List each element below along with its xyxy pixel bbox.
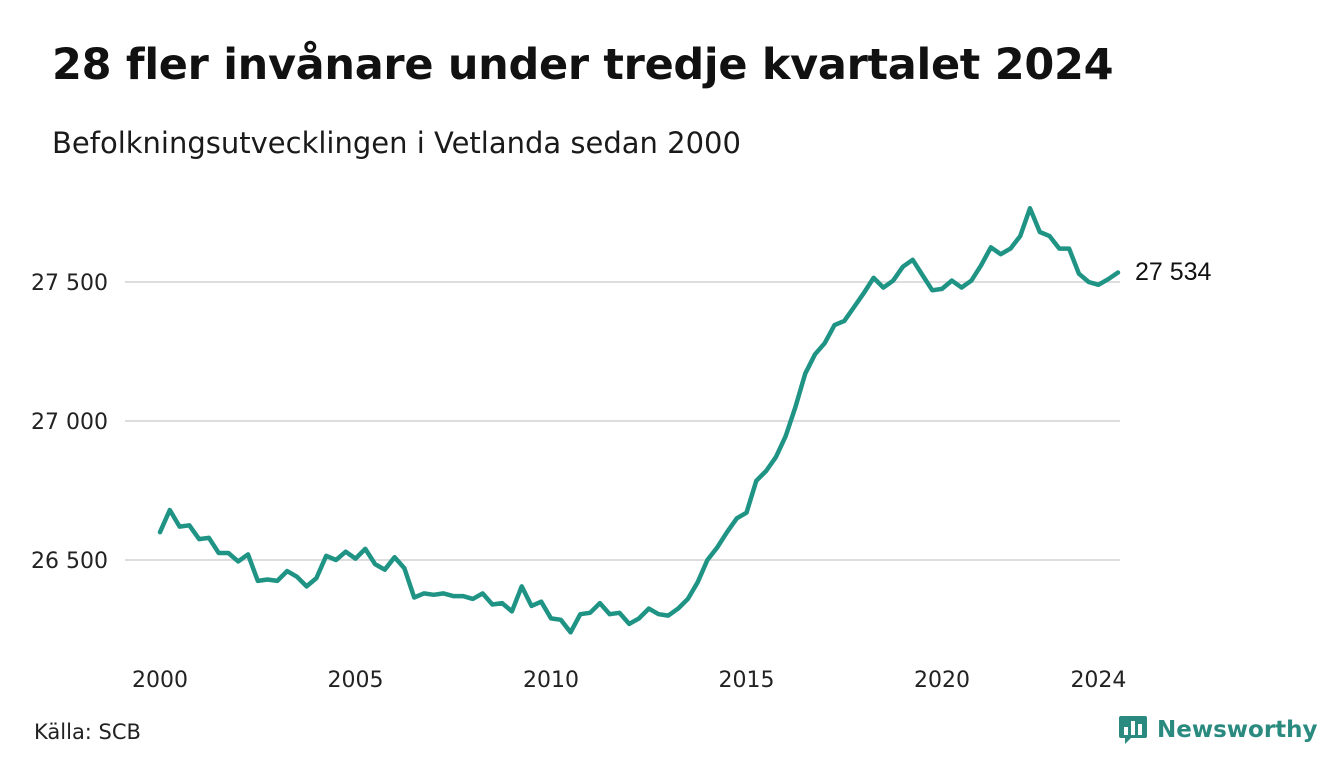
newsworthy-bar-chart-logo-icon [1119, 716, 1147, 744]
y-tick-label: 26 500 [31, 549, 108, 574]
chart-title: 28 fler invånare under tredje kvartalet … [52, 40, 1114, 90]
x-tick-label: 2024 [1070, 668, 1126, 693]
x-tick-label: 2015 [719, 668, 775, 693]
x-tick-label: 2010 [523, 668, 579, 693]
chart-subtitle: Befolkningsutvecklingen i Vetlanda sedan… [52, 126, 741, 160]
y-tick-label: 27 000 [31, 410, 108, 435]
y-tick-label: 27 500 [31, 271, 108, 296]
population-series-line [157, 206, 1121, 635]
x-tick-label: 2000 [132, 668, 188, 693]
x-tick-label: 2005 [328, 668, 384, 693]
last-value-label: 27 534 [1135, 258, 1212, 286]
brand-logo[interactable]: Newsworthy [1118, 714, 1318, 746]
x-tick-label: 2020 [914, 668, 970, 693]
source-note: Källa: SCB [34, 720, 141, 744]
brand-name: Newsworthy [1157, 717, 1318, 743]
